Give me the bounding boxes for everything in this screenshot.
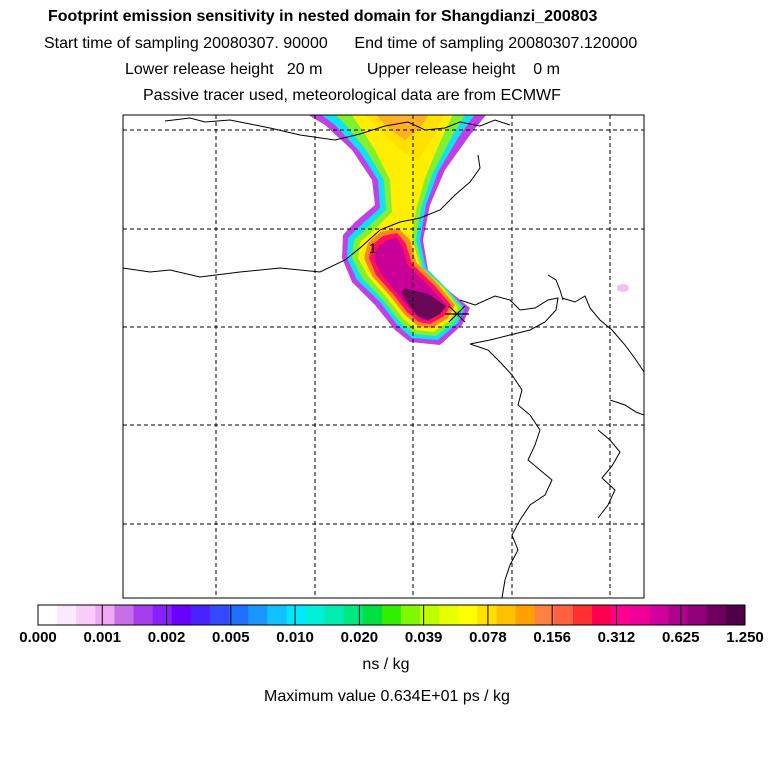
- colorbar-tick-label: 0.078: [469, 629, 507, 646]
- colorbar-swatch: [229, 605, 249, 625]
- colorbar-swatch: [496, 605, 517, 625]
- map-frame: [122, 114, 645, 599]
- colorbar-swatch: [209, 605, 230, 625]
- colorbar-tick-label: 0.312: [597, 629, 636, 646]
- coastlines: [123, 117, 644, 598]
- colorbar-tick-label: 0.001: [83, 629, 122, 646]
- colorbar-tick-label: 0.010: [276, 629, 314, 646]
- colorbar-swatch: [267, 605, 287, 625]
- colorbar-swatch: [439, 605, 459, 625]
- colorbar-swatch: [630, 605, 650, 625]
- colorbar-swatch: [534, 605, 555, 625]
- colorbar-tick-label: 0.625: [661, 629, 700, 646]
- plume-layer-darkpurple: [402, 288, 446, 320]
- colorbar-swatch: [190, 605, 211, 625]
- colorbar-swatch: [687, 605, 708, 625]
- colorbar-swatch: [401, 605, 421, 625]
- colorbar-swatch: [343, 605, 364, 625]
- plume-field: [123, 115, 644, 598]
- colorbar-swatch: [420, 605, 440, 625]
- colorbar-tick-label: 1.250: [726, 629, 764, 646]
- site-label: 1: [369, 240, 377, 256]
- colorbar: [37, 604, 746, 626]
- colorbar-tick-label: 0.020: [340, 629, 379, 646]
- release-height-line: Lower release height 20 m Upper release …: [125, 61, 560, 78]
- colorbar-swatch: [649, 605, 670, 625]
- colorbar-swatch: [381, 605, 402, 625]
- cross-marker: [445, 305, 469, 323]
- colorbar-swatch: [152, 605, 173, 625]
- colorbar-swatch: [725, 605, 746, 625]
- colorbar-swatch: [362, 605, 383, 625]
- colorbar-swatch: [286, 605, 307, 625]
- tracer-info-line: Passive tracer used, meteorological data…: [143, 87, 561, 104]
- colorbar-swatch: [305, 605, 326, 625]
- colorbar-tick-label: 0.156: [533, 629, 571, 646]
- colorbar-tick-label: 0.000: [19, 629, 57, 646]
- plot-title: Footprint emission sensitivity in nested…: [48, 8, 598, 25]
- colorbar-swatch: [611, 605, 631, 625]
- colorbar-tick-label: 0.002: [147, 629, 186, 646]
- colorbar-unit: ns / kg: [362, 656, 410, 673]
- colorbar-swatch: [38, 605, 58, 625]
- colorbar-swatch: [668, 605, 689, 625]
- small-patch-right: [617, 284, 629, 292]
- colorbar-swatch: [706, 605, 727, 625]
- maximum-value: Maximum value 0.634E+01 ps / kg: [264, 688, 510, 705]
- colorbar-tick-label: 0.039: [404, 629, 443, 646]
- colorbar-swatch: [515, 605, 536, 625]
- colorbar-swatch: [573, 605, 593, 625]
- colorbar-swatch: [592, 605, 612, 625]
- colorbar-swatch: [324, 605, 345, 625]
- colorbar-swatch: [477, 605, 498, 625]
- colorbar-swatch: [133, 605, 154, 625]
- lat-lon-grid: [123, 115, 644, 598]
- plume-top-orange: [376, 115, 429, 140]
- colorbar-swatch: [553, 605, 574, 625]
- colorbar-swatch: [114, 605, 135, 625]
- colorbar-swatch: [76, 605, 96, 625]
- colorbar-tick-label: 0.005: [212, 629, 250, 646]
- colorbar-swatch: [248, 605, 268, 625]
- colorbar-swatch: [171, 605, 192, 625]
- colorbar-swatch: [95, 605, 115, 625]
- sampling-time-line: Start time of sampling 20080307. 90000 E…: [44, 35, 638, 52]
- colorbar-swatch: [57, 605, 77, 625]
- colorbar-swatch: [458, 605, 478, 625]
